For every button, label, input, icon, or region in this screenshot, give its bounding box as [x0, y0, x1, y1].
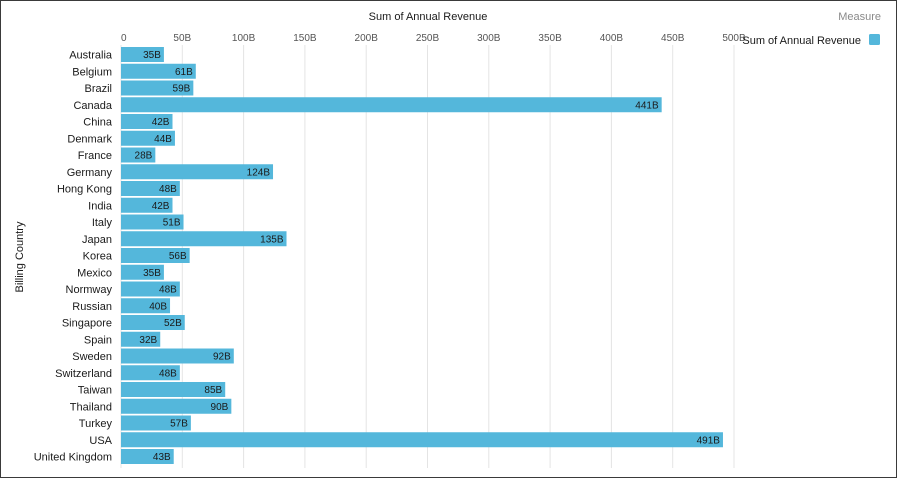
y-axis-title: Billing Country: [14, 221, 26, 292]
data-label: 491B: [697, 435, 721, 446]
x-tick-label: 200B: [355, 33, 379, 44]
category-label: Brazil: [84, 83, 112, 95]
category-label: Spain: [84, 334, 112, 346]
data-label: 135B: [260, 234, 284, 245]
data-label: 40B: [149, 301, 167, 312]
x-tick-label: 300B: [477, 33, 501, 44]
data-label: 35B: [143, 50, 161, 61]
bar[interactable]: [121, 147, 156, 163]
data-label: 59B: [173, 84, 191, 95]
data-label: 48B: [159, 184, 177, 195]
bar[interactable]: [121, 398, 232, 414]
category-label: Italy: [92, 217, 113, 229]
category-label: Turkey: [79, 418, 113, 430]
category-label: Belgium: [72, 66, 112, 78]
x-tick-label: 250B: [416, 33, 440, 44]
category-label: Thailand: [70, 401, 112, 413]
data-label: 85B: [204, 385, 222, 396]
category-label: Canada: [73, 100, 112, 112]
bar[interactable]: [121, 114, 173, 129]
bar[interactable]: [121, 80, 194, 96]
data-label: 43B: [153, 452, 171, 463]
category-label: France: [78, 150, 112, 162]
data-label: 57B: [170, 419, 188, 430]
x-tick-label: 150B: [293, 33, 317, 44]
bar[interactable]: [121, 130, 175, 146]
data-label: 28B: [135, 151, 153, 162]
x-tick-label: 500B: [722, 33, 746, 44]
bar[interactable]: [121, 164, 274, 180]
data-label: 32B: [139, 335, 157, 346]
category-label: Russian: [72, 301, 112, 313]
bar[interactable]: [121, 449, 174, 464]
x-axis-title: Sum of Annual Revenue: [369, 11, 488, 23]
category-label: Switzerland: [55, 368, 112, 380]
bar[interactable]: [121, 365, 180, 381]
bar[interactable]: [121, 281, 180, 297]
bar[interactable]: [121, 97, 662, 113]
bar[interactable]: [121, 331, 161, 347]
category-label: India: [88, 200, 113, 212]
bar[interactable]: [121, 348, 234, 364]
category-label: Japan: [82, 234, 112, 246]
x-tick-label: 50B: [173, 33, 191, 44]
data-label: 61B: [175, 67, 193, 78]
bar[interactable]: [121, 47, 164, 62]
category-label: Denmark: [67, 133, 112, 145]
x-tick-label: 100B: [232, 33, 256, 44]
bar[interactable]: [121, 382, 226, 397]
legend-swatch[interactable]: [869, 34, 880, 45]
data-label: 124B: [247, 167, 271, 178]
x-tick-label: 400B: [600, 33, 624, 44]
legend-label: Sum of Annual Revenue: [742, 35, 861, 47]
category-label: Mexico: [77, 267, 112, 279]
bars: [121, 47, 723, 464]
x-tick-label: 350B: [538, 33, 562, 44]
legend-title: Measure: [838, 11, 881, 23]
bar[interactable]: [121, 315, 185, 330]
bar[interactable]: [121, 432, 723, 448]
data-label: 48B: [159, 368, 177, 379]
category-label: Germany: [67, 167, 113, 179]
bar[interactable]: [121, 415, 191, 431]
category-label: China: [83, 117, 113, 129]
grid-lines: [120, 45, 735, 468]
category-label: Korea: [83, 251, 113, 263]
category-label: Hong Kong: [57, 184, 112, 196]
bar[interactable]: [121, 231, 287, 247]
data-label: 52B: [164, 318, 182, 329]
data-label: 56B: [169, 251, 187, 262]
category-label: United Kingdom: [34, 452, 112, 464]
bar[interactable]: [121, 298, 171, 314]
data-label: 90B: [211, 402, 229, 413]
category-label: Taiwan: [78, 385, 112, 397]
data-label: 441B: [635, 100, 659, 111]
data-label: 92B: [213, 352, 231, 363]
data-label: 42B: [152, 201, 170, 212]
data-label: 44B: [154, 134, 172, 145]
bar[interactable]: [121, 264, 164, 280]
x-tick-label: 450B: [661, 33, 685, 44]
x-tick-label: 0: [121, 33, 127, 44]
category-label: Sweden: [72, 351, 112, 363]
data-label: 42B: [152, 117, 170, 128]
data-label: 35B: [143, 268, 161, 279]
category-labels: Australia Belgium Brazil Canada China Denmark…: [34, 50, 113, 464]
bar[interactable]: [121, 248, 190, 263]
bar[interactable]: [121, 63, 196, 79]
x-tick-labels: 0 50B 100B 150B 200B 250B 300B 350B 400B 450B 500B: [121, 33, 746, 44]
bar[interactable]: [121, 181, 180, 196]
bar[interactable]: [121, 214, 184, 230]
data-label: 48B: [159, 285, 177, 296]
category-label: Singapore: [62, 318, 112, 330]
bar[interactable]: [121, 197, 173, 213]
category-label: USA: [89, 435, 112, 447]
legend: Measure Sum of Annual Revenue: [742, 11, 881, 47]
category-label: Australia: [69, 50, 113, 62]
category-label: Normway: [66, 284, 113, 296]
data-label: 51B: [163, 218, 181, 229]
